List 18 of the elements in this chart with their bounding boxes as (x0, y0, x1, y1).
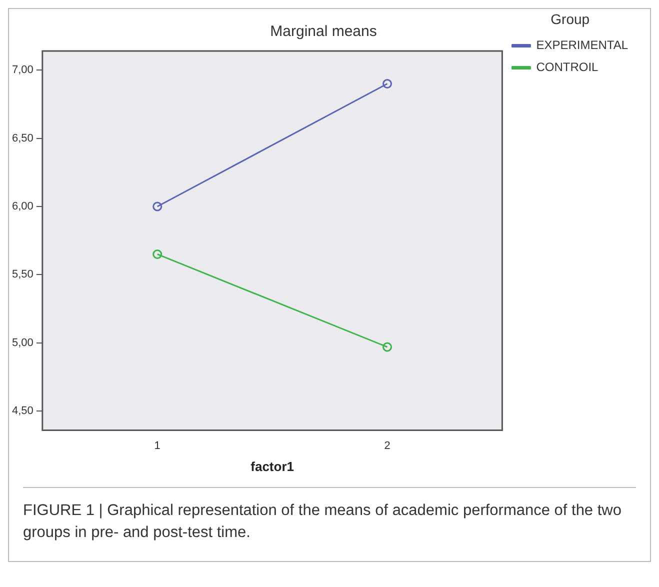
chart-title: Marginal means (270, 23, 377, 40)
x-tick-label: 2 (384, 440, 390, 452)
legend-label: CONTROIL (536, 60, 599, 74)
point (152, 202, 162, 212)
point (382, 342, 392, 352)
y-tick-label: 6,50 (12, 132, 34, 144)
point (152, 249, 162, 259)
y-tick-label: 5,50 (12, 268, 34, 281)
point (382, 78, 392, 88)
y-tick-label: 7,00 (12, 64, 34, 76)
legend-title: Group (550, 10, 590, 27)
x-axis-title: factor1 (250, 458, 294, 474)
x-tick-label: 1 (154, 440, 160, 452)
y-tick-label: 6,00 (12, 200, 34, 213)
y-tick-label: 5,00 (12, 336, 34, 349)
caption: FIGURE 1 | Graphical representation of the means of academic performance of the two groups in pre- and post-test time. (23, 501, 622, 544)
legend-label: EXPERIMENTAL (536, 38, 628, 52)
y-tick-label: 4,50 (12, 405, 34, 418)
